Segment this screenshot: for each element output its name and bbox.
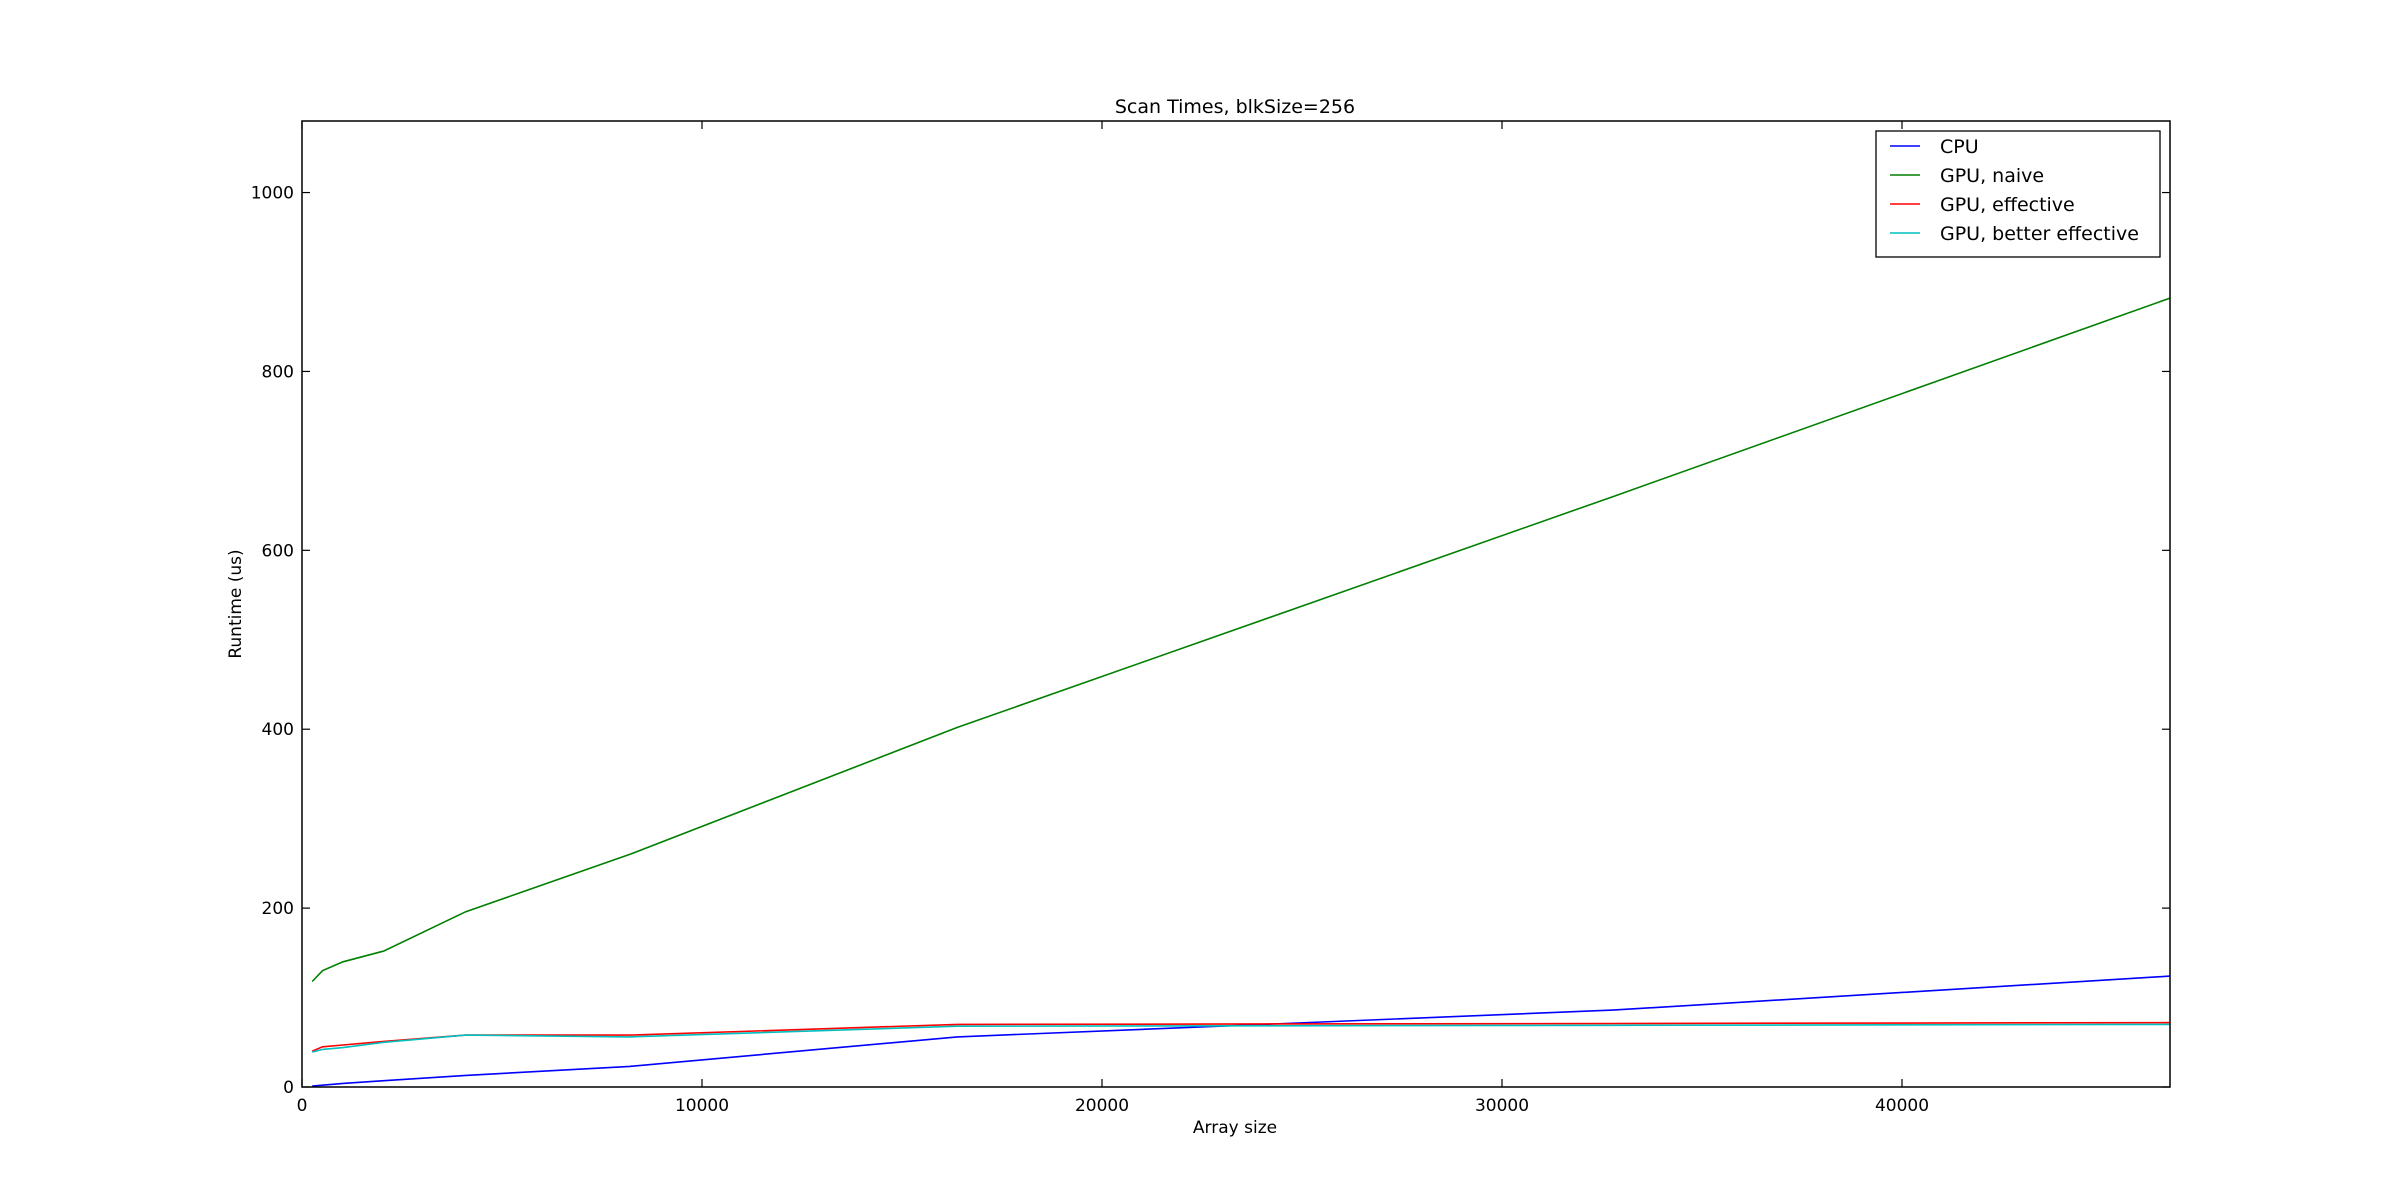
chart-title: Scan Times, blkSize=256 bbox=[1115, 96, 1355, 118]
legend-entry-2: GPU, effective bbox=[1940, 194, 2075, 216]
x-tick-label: 10000 bbox=[675, 1096, 729, 1116]
y-tick-label: 1000 bbox=[251, 184, 294, 204]
plot-lines bbox=[311, 297, 2171, 1087]
series-line-3 bbox=[311, 1023, 2171, 1053]
y-axis-label: Runtime (us) bbox=[226, 549, 246, 658]
legend-entry-3: GPU, better effective bbox=[1940, 223, 2139, 245]
x-tick-label: 40000 bbox=[1875, 1096, 1929, 1116]
legend-entry-0: CPU bbox=[1940, 136, 1979, 158]
x-axis-label: Array size bbox=[1193, 1118, 1277, 1138]
axis-ticks: 0 10000 20000 30000 40000 0 200 400 600 800 1000 bbox=[251, 121, 2170, 1116]
y-tick-label: 200 bbox=[262, 899, 294, 919]
y-tick-label: 400 bbox=[262, 720, 294, 740]
legend-box bbox=[1875, 130, 2161, 258]
series-line-1 bbox=[311, 297, 2171, 983]
x-tick-label: 30000 bbox=[1475, 1096, 1529, 1116]
x-tick-label: 20000 bbox=[1075, 1096, 1129, 1116]
x-tick-label: 0 bbox=[297, 1096, 308, 1116]
y-tick-label: 800 bbox=[262, 362, 294, 382]
plot-area-frame bbox=[301, 120, 2171, 1088]
y-tick-label: 600 bbox=[262, 541, 294, 561]
y-tick-label: 0 bbox=[283, 1078, 294, 1098]
legend-entry-1: GPU, naive bbox=[1940, 165, 2044, 187]
series-line-0 bbox=[312, 975, 2171, 1087]
legend: CPU GPU, naive GPU, effective GPU, better e… bbox=[1875, 130, 2161, 258]
